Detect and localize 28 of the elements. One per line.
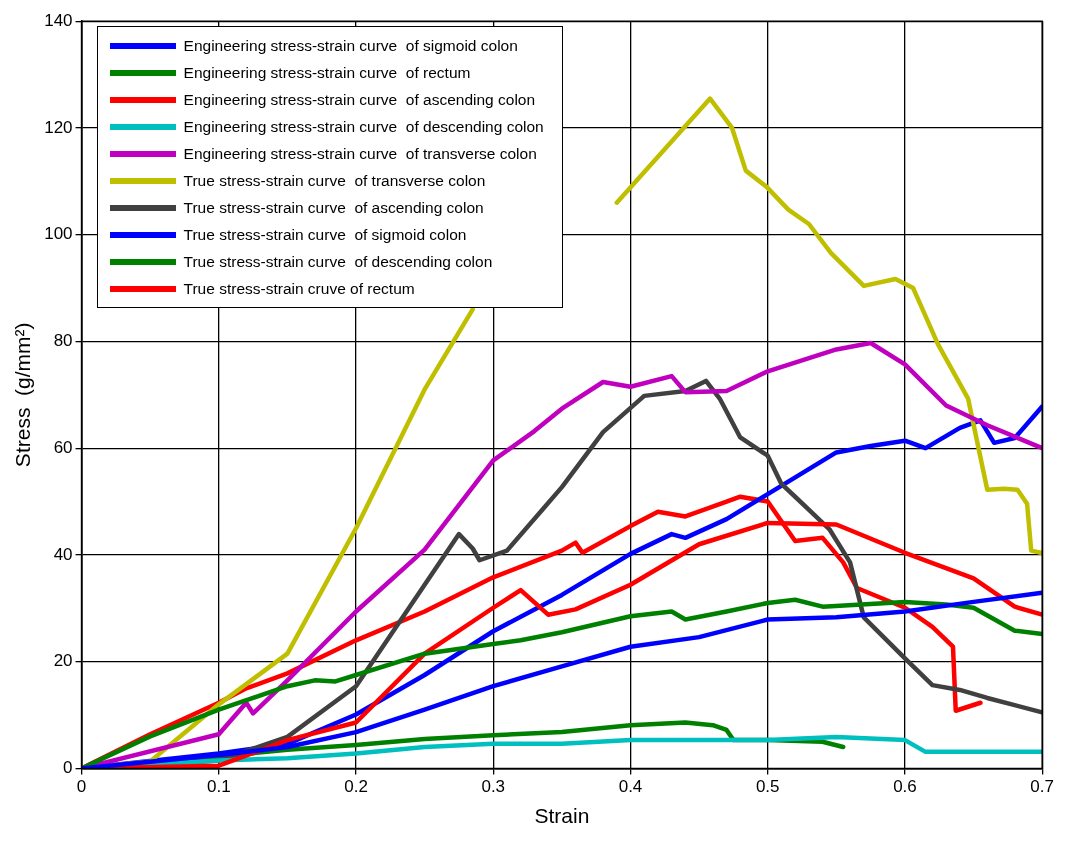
y-tick-label: 120 <box>44 117 73 137</box>
legend-label: True stress-strain curve of sigmoid colon <box>183 225 467 244</box>
y-tick-label: 20 <box>53 651 73 671</box>
x-tick-label: 0.2 <box>344 777 368 797</box>
legend-label: Engineering stress-strain curve of transverse colon <box>183 144 537 163</box>
x-tick-label: 0.5 <box>755 777 780 797</box>
legend-label: Engineering stress-strain curve of descending colon <box>183 117 544 136</box>
y-tick-label: 60 <box>53 437 73 457</box>
y-tick-label: 140 <box>44 10 73 30</box>
x-tick-label: 0.6 <box>893 777 917 797</box>
y-axis-title: Stress (g/mm²) <box>11 322 35 468</box>
y-tick-label: 100 <box>44 224 73 244</box>
x-tick-label: 0 <box>76 777 87 797</box>
y-tick-label: 80 <box>53 331 73 351</box>
legend-label: Engineering stress-strain curve of rectum <box>183 63 471 82</box>
y-tick-label: 0 <box>63 758 73 778</box>
legend-label: Engineering stress-strain curve of ascending colon <box>183 90 536 109</box>
x-axis-title: Strain <box>534 804 590 828</box>
x-tick-label: 0.1 <box>206 777 231 797</box>
legend-label: Engineering stress-strain curve of sigmoid colon <box>183 36 518 55</box>
legend-label: True stress-strain curve of descending colon <box>183 252 493 271</box>
legend-label: True stress-strain cruve of rectum <box>183 279 415 298</box>
x-tick-label: 0.7 <box>1030 777 1054 797</box>
x-tick-label: 0.4 <box>618 777 643 797</box>
x-tick-label: 0.3 <box>481 777 506 797</box>
legend-label: True stress-strain curve of transverse colon <box>183 171 486 190</box>
y-tick-label: 40 <box>53 544 73 564</box>
legend-label: True stress-strain curve of ascending colon <box>183 198 484 217</box>
